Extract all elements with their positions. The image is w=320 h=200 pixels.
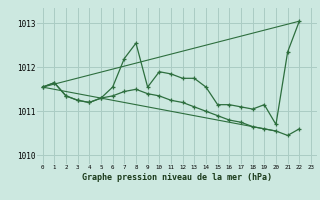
- X-axis label: Graphe pression niveau de la mer (hPa): Graphe pression niveau de la mer (hPa): [82, 173, 272, 182]
